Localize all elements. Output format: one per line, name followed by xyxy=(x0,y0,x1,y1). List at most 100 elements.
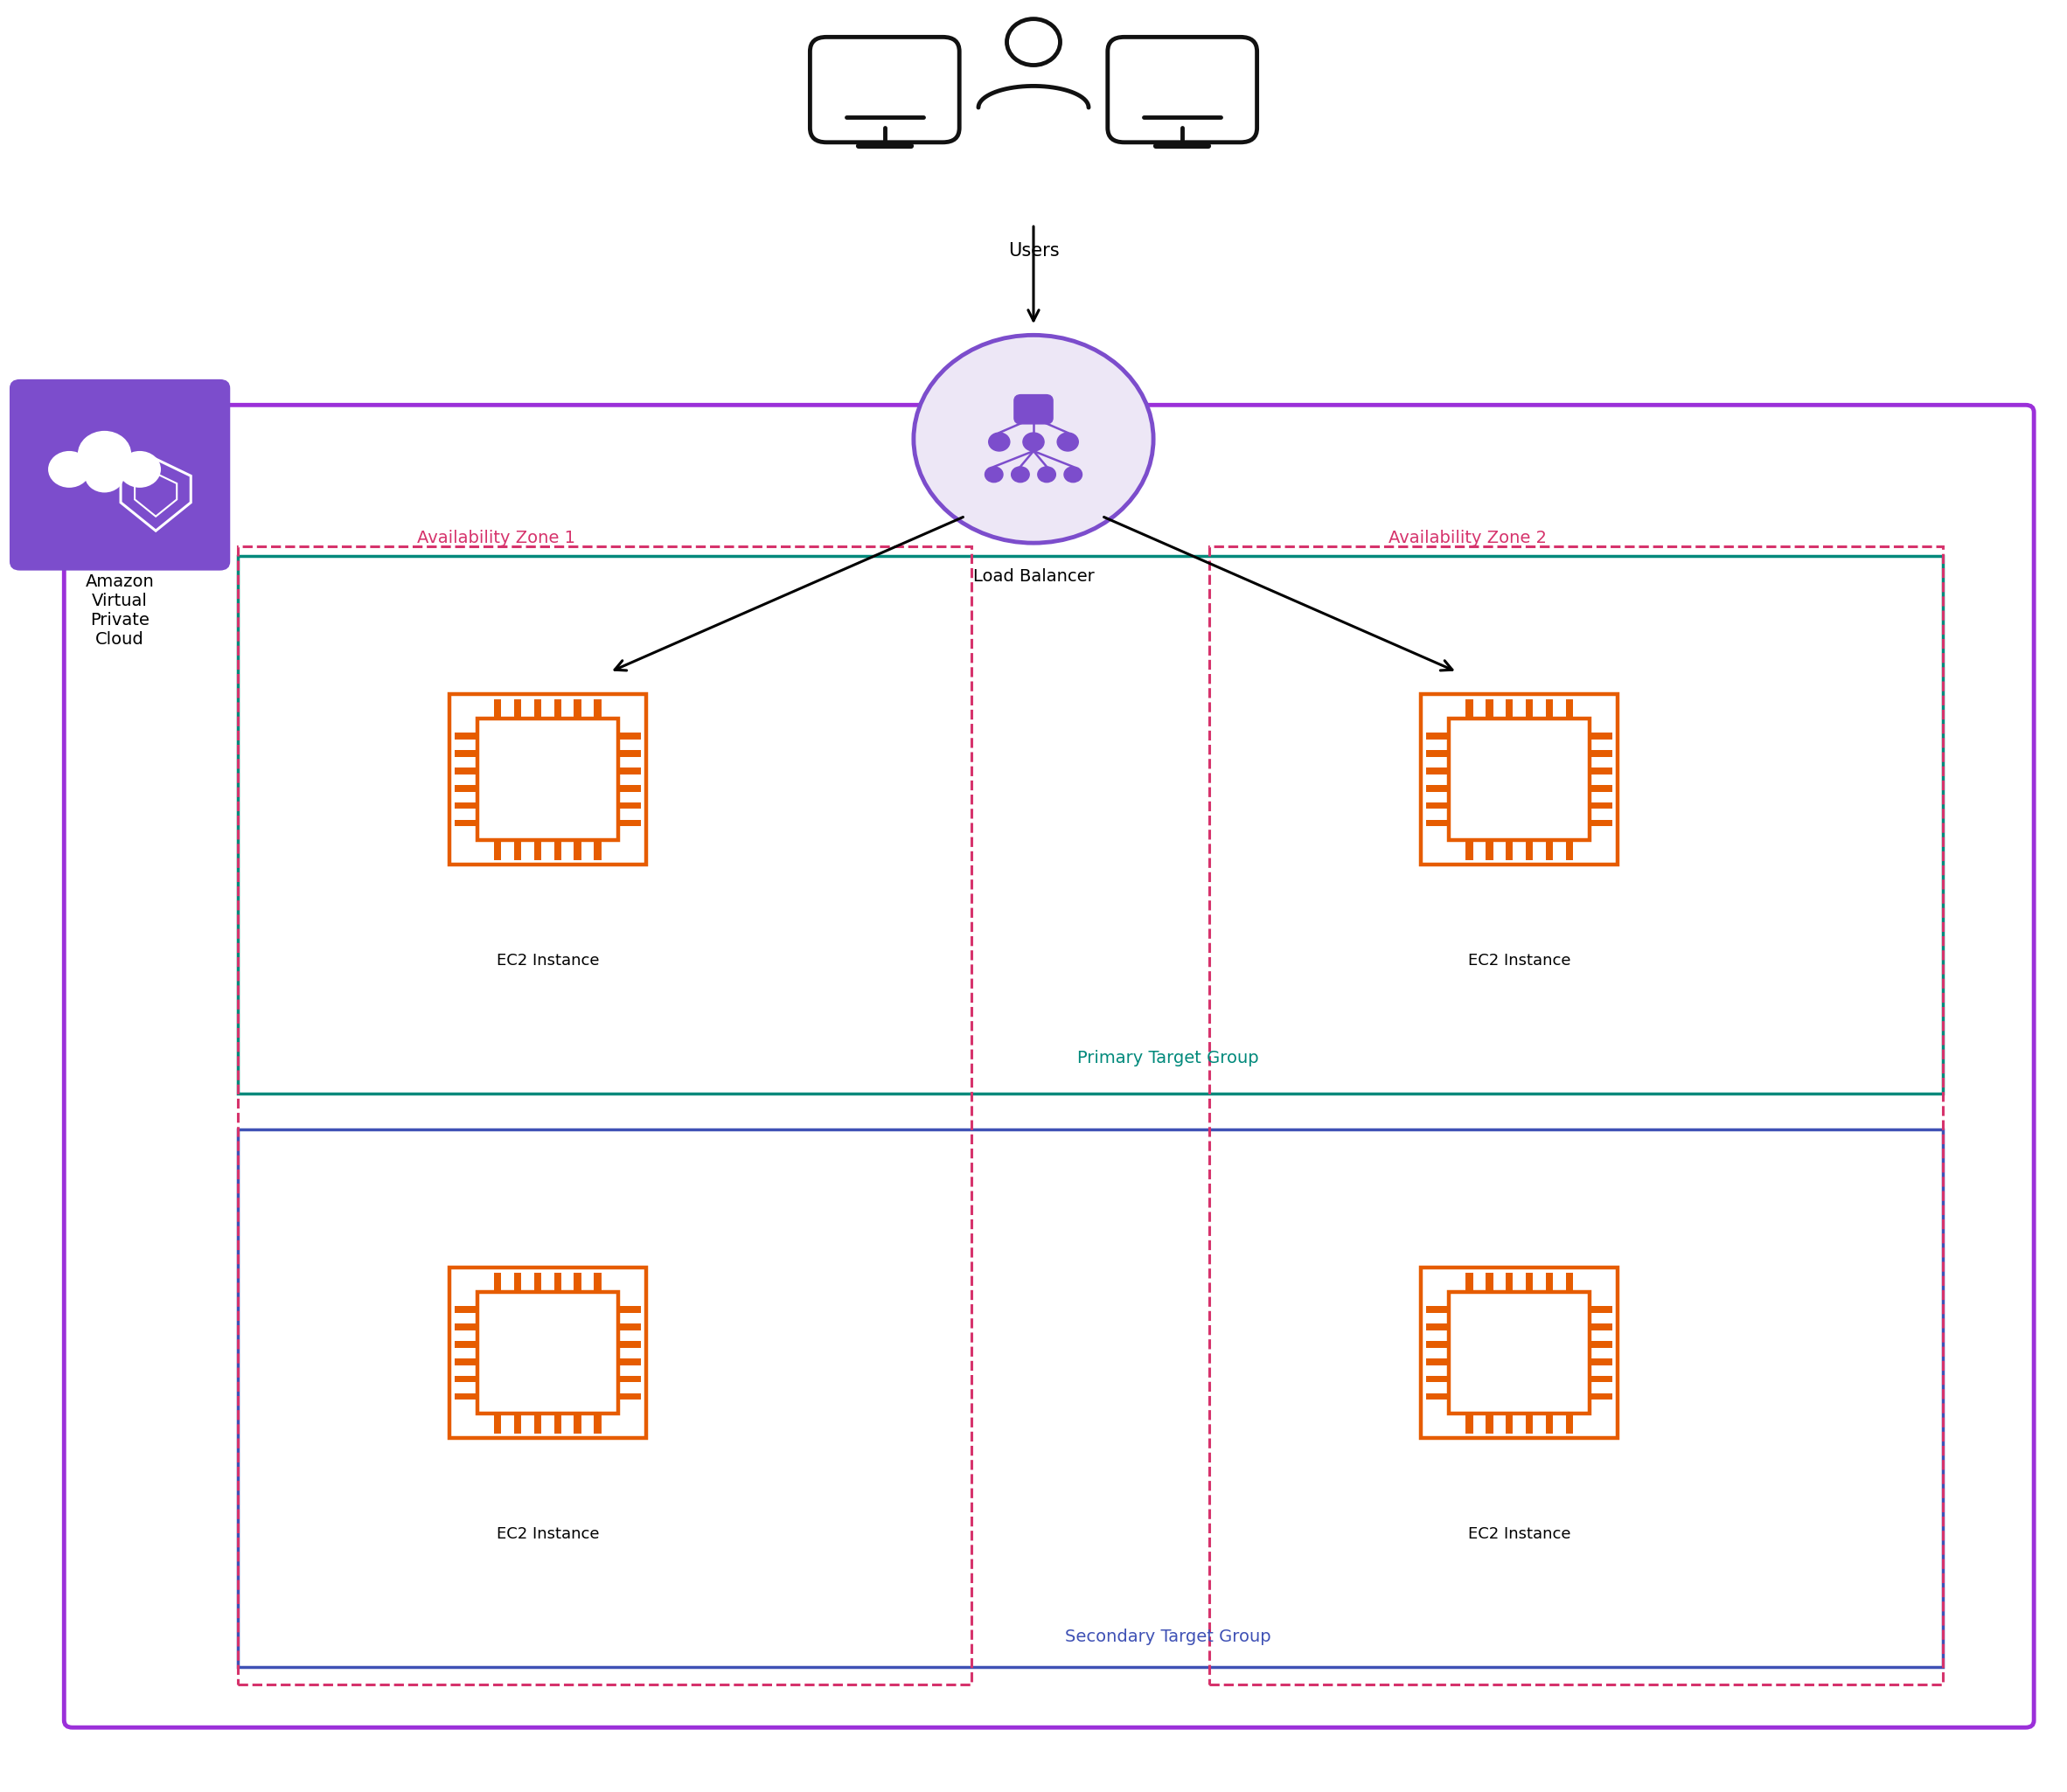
Bar xyxy=(1449,1292,1590,1414)
Bar xyxy=(554,840,562,860)
FancyBboxPatch shape xyxy=(64,405,2034,1727)
Bar xyxy=(238,556,1943,1093)
Bar xyxy=(618,767,641,774)
Bar xyxy=(455,767,477,774)
Bar xyxy=(494,699,502,719)
Bar xyxy=(533,1414,542,1434)
Circle shape xyxy=(1023,432,1044,452)
Bar xyxy=(515,699,521,719)
Bar xyxy=(455,751,477,756)
Text: Users: Users xyxy=(1009,242,1058,260)
Bar xyxy=(1486,1272,1492,1292)
Bar xyxy=(238,547,971,1684)
Bar xyxy=(449,1267,647,1439)
Bar xyxy=(1486,699,1492,719)
Bar xyxy=(477,1292,618,1414)
Bar xyxy=(618,1358,641,1366)
Text: Primary Target Group: Primary Target Group xyxy=(1077,1050,1259,1066)
Text: EC2 Instance: EC2 Instance xyxy=(496,1527,599,1541)
Bar xyxy=(618,1376,641,1382)
Text: Load Balancer: Load Balancer xyxy=(974,568,1093,584)
Circle shape xyxy=(1056,432,1079,452)
Bar xyxy=(455,1376,477,1382)
Bar xyxy=(618,785,641,792)
Bar xyxy=(455,1306,477,1314)
Bar xyxy=(593,1414,601,1434)
Bar xyxy=(1590,1358,1612,1366)
Bar xyxy=(1426,1306,1449,1314)
Bar xyxy=(618,1392,641,1400)
Bar xyxy=(1426,1340,1449,1348)
Bar xyxy=(554,699,562,719)
Bar xyxy=(1505,1414,1513,1434)
Bar xyxy=(1525,1272,1534,1292)
Bar xyxy=(494,1414,502,1434)
Bar xyxy=(618,819,641,826)
Bar xyxy=(575,699,581,719)
Bar xyxy=(1546,1272,1552,1292)
Bar xyxy=(238,1129,1943,1667)
Bar xyxy=(575,840,581,860)
Bar xyxy=(515,1272,521,1292)
Bar xyxy=(575,1272,581,1292)
Bar xyxy=(1466,840,1474,860)
Bar xyxy=(1505,840,1513,860)
Bar xyxy=(455,803,477,808)
Bar xyxy=(533,699,542,719)
Bar xyxy=(1590,1306,1612,1314)
Bar xyxy=(1426,733,1449,740)
Bar xyxy=(455,819,477,826)
Bar xyxy=(1590,1340,1612,1348)
Bar xyxy=(618,803,641,808)
Bar xyxy=(533,1272,542,1292)
Bar xyxy=(554,1272,562,1292)
Bar xyxy=(1486,840,1492,860)
Bar xyxy=(618,1306,641,1314)
Bar xyxy=(1565,1272,1573,1292)
Text: EC2 Instance: EC2 Instance xyxy=(1468,1527,1571,1541)
Bar xyxy=(494,1272,502,1292)
Bar xyxy=(1590,1392,1612,1400)
Bar xyxy=(1449,719,1590,840)
Text: Availability Zone 1: Availability Zone 1 xyxy=(418,530,575,547)
Bar xyxy=(1486,1414,1492,1434)
Bar xyxy=(1426,803,1449,808)
Bar xyxy=(618,751,641,756)
Bar xyxy=(1505,699,1513,719)
Bar xyxy=(1590,803,1612,808)
Bar xyxy=(618,733,641,740)
Circle shape xyxy=(79,430,132,477)
Circle shape xyxy=(1038,466,1056,482)
Bar xyxy=(1466,699,1474,719)
Bar xyxy=(618,1324,641,1330)
Bar xyxy=(1426,1376,1449,1382)
Bar xyxy=(1525,1414,1534,1434)
Bar xyxy=(1466,1272,1474,1292)
Circle shape xyxy=(1011,466,1029,482)
Bar xyxy=(533,840,542,860)
Bar xyxy=(593,1272,601,1292)
Circle shape xyxy=(914,335,1153,543)
Bar xyxy=(1420,694,1618,866)
Bar xyxy=(1546,699,1552,719)
Bar xyxy=(455,1324,477,1330)
Bar xyxy=(449,694,647,866)
Bar xyxy=(1209,547,1943,1684)
Bar xyxy=(455,785,477,792)
Circle shape xyxy=(986,466,1002,482)
Bar xyxy=(1546,1414,1552,1434)
Bar xyxy=(554,1414,562,1434)
Bar xyxy=(1420,1267,1618,1439)
Bar xyxy=(1565,1414,1573,1434)
Bar xyxy=(1525,699,1534,719)
Bar xyxy=(455,1358,477,1366)
Text: EC2 Instance: EC2 Instance xyxy=(1468,953,1571,968)
Bar xyxy=(1525,840,1534,860)
Bar xyxy=(1590,767,1612,774)
Bar xyxy=(515,1414,521,1434)
Bar xyxy=(1590,819,1612,826)
Bar xyxy=(477,719,618,840)
Circle shape xyxy=(48,452,91,487)
Text: Secondary Target Group: Secondary Target Group xyxy=(1065,1629,1271,1645)
Bar xyxy=(1426,767,1449,774)
